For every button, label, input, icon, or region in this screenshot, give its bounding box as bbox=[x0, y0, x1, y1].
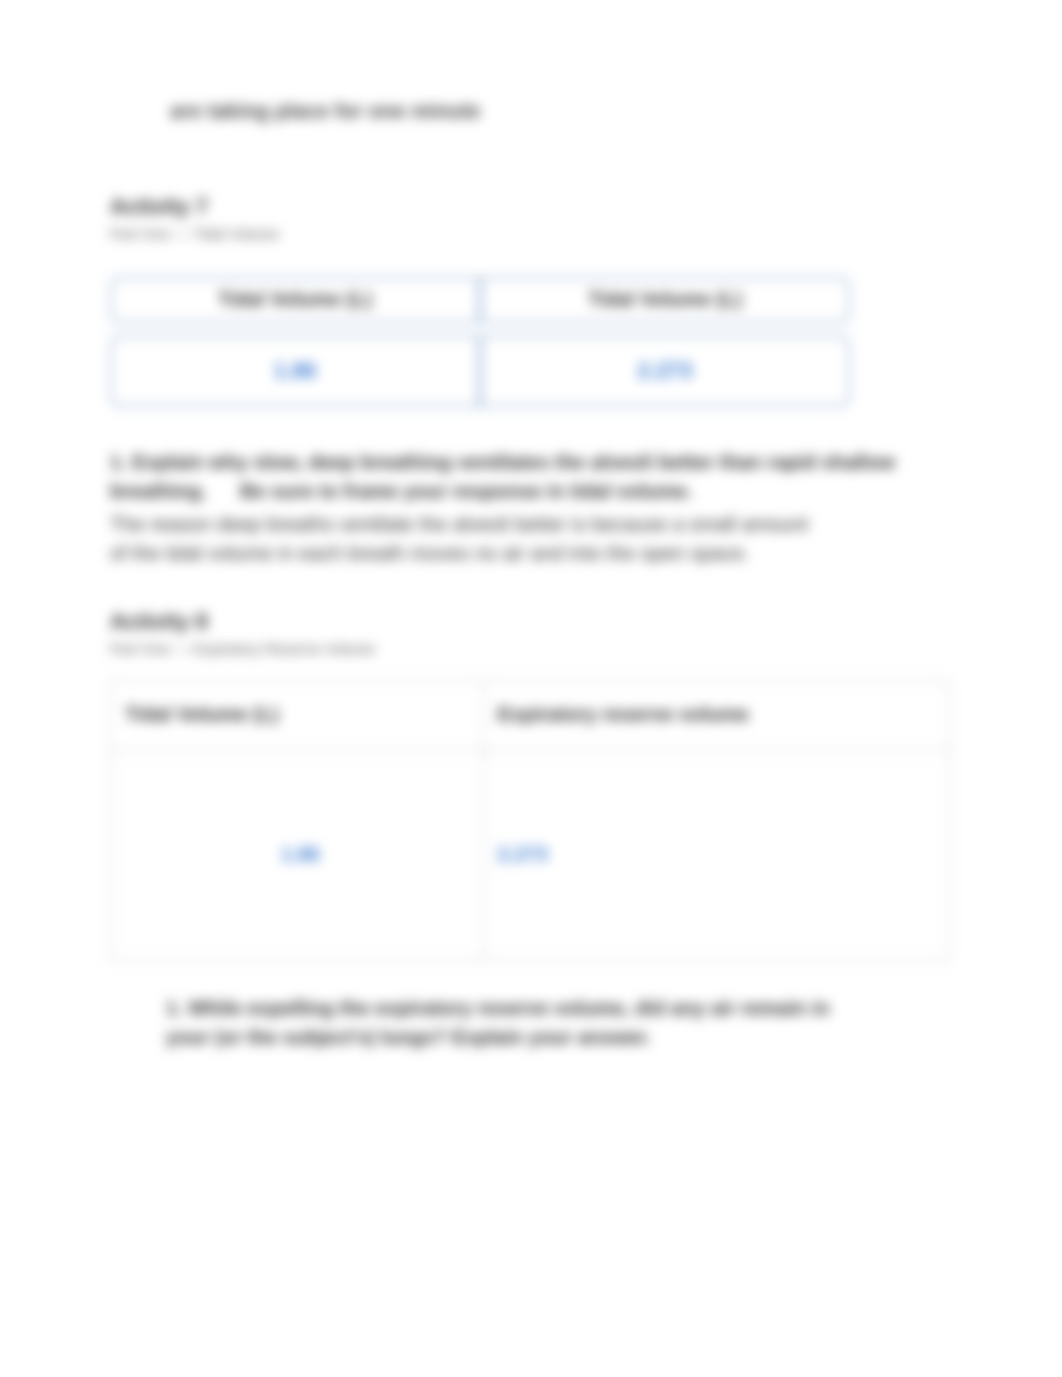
activity7-question-note: Be sure to frame your response in tidal … bbox=[240, 481, 692, 503]
col-header: Tidal Volume (L) bbox=[480, 277, 850, 323]
cell-value: 2.273 bbox=[483, 751, 949, 961]
col-header: Expiratory reserve volume bbox=[483, 681, 949, 751]
table-row: 1.86 2.273 bbox=[110, 335, 850, 407]
cell-value: 1.86 bbox=[111, 751, 484, 961]
activity8-title: Activity 8 bbox=[110, 609, 972, 635]
activity8-table: Tidal Volume (L) Expiratory reserve volu… bbox=[110, 680, 950, 961]
table-row: Tidal Volume (L) Expiratory reserve volu… bbox=[111, 681, 950, 751]
table-row: Tidal Volume (L) Tidal Volume (L) bbox=[110, 277, 850, 323]
activity7-subtitle: Part One — Tidal Volume bbox=[110, 226, 972, 243]
activity8-subtitle: Part One — Expiratory Reserve Volume bbox=[110, 641, 972, 658]
intro-text: are taking place for one minute bbox=[170, 100, 972, 124]
col-header: Tidal Volume (L) bbox=[110, 277, 480, 323]
table-row: 1.86 2.273 bbox=[111, 751, 950, 961]
col-header: Tidal Volume (L) bbox=[111, 681, 484, 751]
cell-value: 1.86 bbox=[110, 335, 480, 407]
activity8-question: 1. While expelling the expiratory reserv… bbox=[166, 995, 846, 1053]
activity7-title: Activity 7 bbox=[110, 194, 972, 220]
activity7-answer: The reason deep breaths ventilate the al… bbox=[110, 511, 830, 569]
activity7-table: Tidal Volume (L) Tidal Volume (L) 1.86 2… bbox=[110, 265, 850, 419]
activity7-question: 1. Explain why slow, deep breathing vent… bbox=[110, 449, 972, 507]
cell-value: 2.273 bbox=[480, 335, 850, 407]
